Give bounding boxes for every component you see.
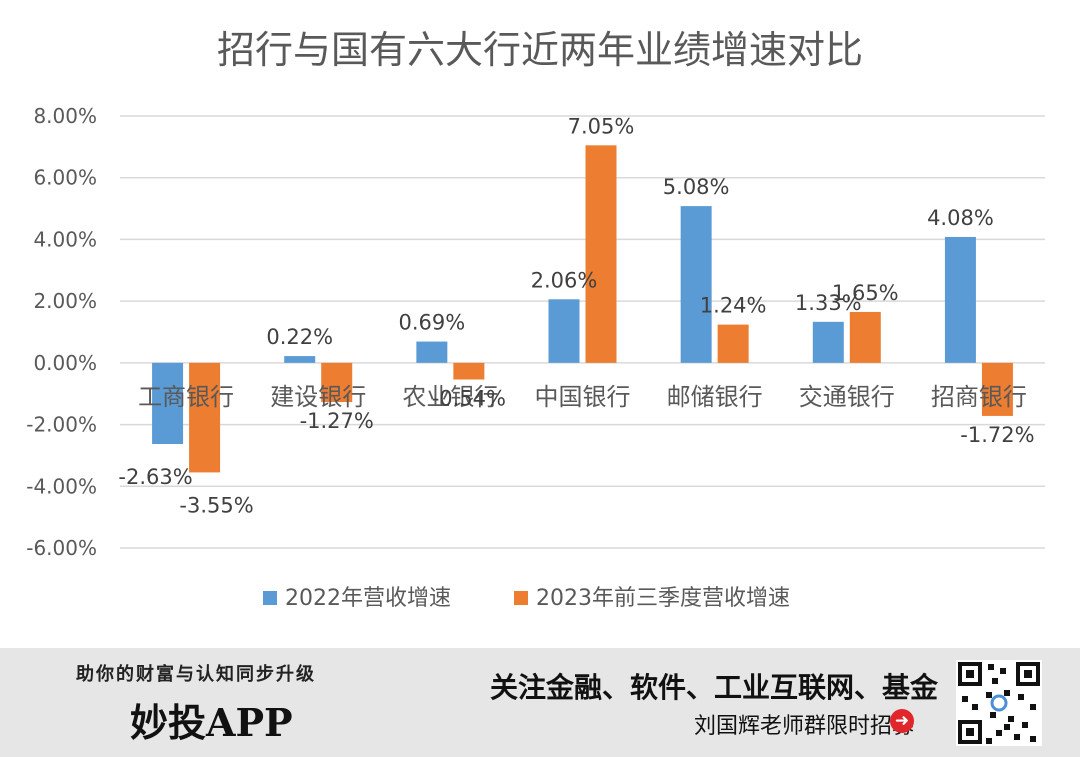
arrow-right-circle-icon[interactable]: ➜ <box>890 709 914 733</box>
legend: 2022年营收增速 2023年前三季度营收增速 <box>263 586 790 611</box>
bar-chart: 招行与国有六大行近两年业绩增速对比 -6.00% -4.00% -2.00% 0.00… <box>26 28 1045 611</box>
y-tick-label: 6.00% <box>33 166 97 190</box>
bar <box>981 362 1013 416</box>
bar <box>189 362 221 473</box>
category-label: 工商银行 <box>138 383 234 411</box>
bar <box>321 362 353 403</box>
data-label: 1.65% <box>832 281 899 305</box>
data-label: -1.72% <box>960 423 1034 447</box>
bar <box>680 206 712 363</box>
bar <box>284 356 316 363</box>
category-label: 邮储银行 <box>667 383 763 411</box>
bar <box>944 236 976 363</box>
bar <box>812 321 844 363</box>
bars <box>152 145 1013 473</box>
data-label: 0.22% <box>266 325 333 349</box>
y-tick-label: 0.00% <box>33 351 97 375</box>
y-tick-label: 2.00% <box>33 289 97 313</box>
bar <box>717 324 749 363</box>
data-label: -0.54% <box>432 387 506 411</box>
bar <box>849 311 881 363</box>
data-label: 0.69% <box>398 311 465 335</box>
qr-code-icon[interactable] <box>956 660 1042 746</box>
data-label: 2.06% <box>531 268 598 292</box>
bar <box>453 362 485 380</box>
recruit-text[interactable]: 刘国辉老师群限时招募 <box>693 714 914 739</box>
legend-swatch <box>263 591 277 605</box>
bar <box>585 145 617 363</box>
data-label: 4.08% <box>927 206 994 230</box>
data-labels: -2.63% -3.55% 0.22% -1.27% 0.69% -0.54% 2.06% 7… <box>118 114 1034 517</box>
brand-logo: 妙投APP <box>130 700 293 745</box>
chart-area: 招行与国有六大行近两年业绩增速对比 -6.00% -4.00% -2.00% 0.00… <box>26 28 1045 611</box>
category-label: 招商银行 <box>931 383 1027 411</box>
legend-label: 2023年前三季度营收增速 <box>536 586 790 611</box>
y-tick-label: -6.00% <box>26 536 97 560</box>
bar <box>416 341 448 363</box>
data-label: 5.08% <box>663 175 730 199</box>
y-tick-label: -4.00% <box>26 474 97 498</box>
y-tick-label: 4.00% <box>33 227 97 251</box>
data-label: 1.24% <box>700 294 767 318</box>
x-axis-categories: 工商银行 建设银行 农业银行 中国银行 邮储银行 交通银行 招商银行 <box>138 383 1027 411</box>
data-label: -2.63% <box>118 465 192 489</box>
data-label: -3.55% <box>179 493 253 517</box>
promo-banner: 助你的财富与认知同步升级 妙投APP 关注金融、软件、工业互联网、基金 刘国辉老… <box>0 648 1080 757</box>
category-label: 交通银行 <box>799 383 895 411</box>
category-label: 建设银行 <box>270 383 366 411</box>
bar <box>548 299 580 363</box>
promo-headline: 关注金融、软件、工业互联网、基金 <box>489 671 938 704</box>
slogan: 助你的财富与认知同步升级 <box>76 664 316 685</box>
category-label: 农业银行 <box>402 383 498 411</box>
data-label: 7.05% <box>568 114 635 138</box>
y-tick-label: -2.00% <box>26 413 97 437</box>
data-label: -1.27% <box>300 409 374 433</box>
legend-label: 2022年营收增速 <box>285 586 451 611</box>
y-tick-label: 8.00% <box>33 104 97 128</box>
category-label: 中国银行 <box>535 383 631 411</box>
gridlines <box>120 115 1045 549</box>
data-label: 1.33% <box>795 291 862 315</box>
bar <box>152 362 184 445</box>
chart-title: 招行与国有六大行近两年业绩增速对比 <box>217 28 863 72</box>
legend-swatch <box>514 591 528 605</box>
y-axis-ticks: -6.00% -4.00% -2.00% 0.00% 2.00% 4.00% 6.00% 8.… <box>26 104 97 560</box>
